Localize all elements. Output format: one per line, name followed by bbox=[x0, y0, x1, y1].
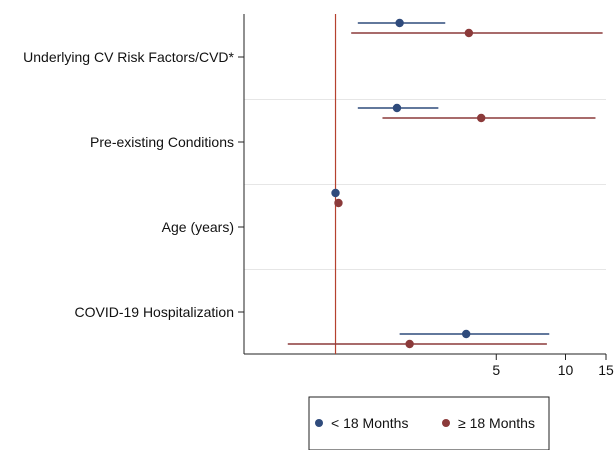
point-estimate bbox=[405, 339, 414, 349]
category-label: Pre-existing Conditions bbox=[90, 134, 234, 150]
x-tick-layer: 5 10 15 bbox=[492, 354, 614, 378]
axis-layer bbox=[238, 14, 606, 355]
legend: < 18 Months ≥ 18 Months bbox=[308, 396, 550, 451]
category-label: Age (years) bbox=[162, 219, 234, 235]
x-tick-label: 15 bbox=[598, 362, 614, 378]
point-estimate bbox=[331, 188, 340, 198]
legend-label: ≥ 18 Months bbox=[458, 415, 535, 431]
legend-marker bbox=[442, 419, 450, 427]
category-label-layer: Underlying CV Risk Factors/CVD* Pre-exist… bbox=[23, 49, 234, 320]
category-label: COVID-19 Hospitalization bbox=[74, 304, 234, 320]
category-label: Underlying CV Risk Factors/CVD* bbox=[23, 49, 234, 65]
legend-box bbox=[308, 396, 550, 451]
legend-label: < 18 Months bbox=[331, 415, 408, 431]
point-estimate-layer bbox=[331, 18, 486, 349]
point-estimate bbox=[461, 329, 471, 339]
grid-layer bbox=[244, 99, 606, 270]
legend-marker bbox=[315, 419, 323, 427]
point-estimate bbox=[477, 113, 486, 123]
point-estimate bbox=[464, 28, 474, 38]
x-tick-label: 5 bbox=[492, 362, 500, 378]
point-estimate bbox=[392, 103, 402, 113]
point-estimate bbox=[395, 18, 404, 28]
point-estimate bbox=[334, 198, 343, 208]
x-tick-label: 10 bbox=[558, 362, 574, 378]
